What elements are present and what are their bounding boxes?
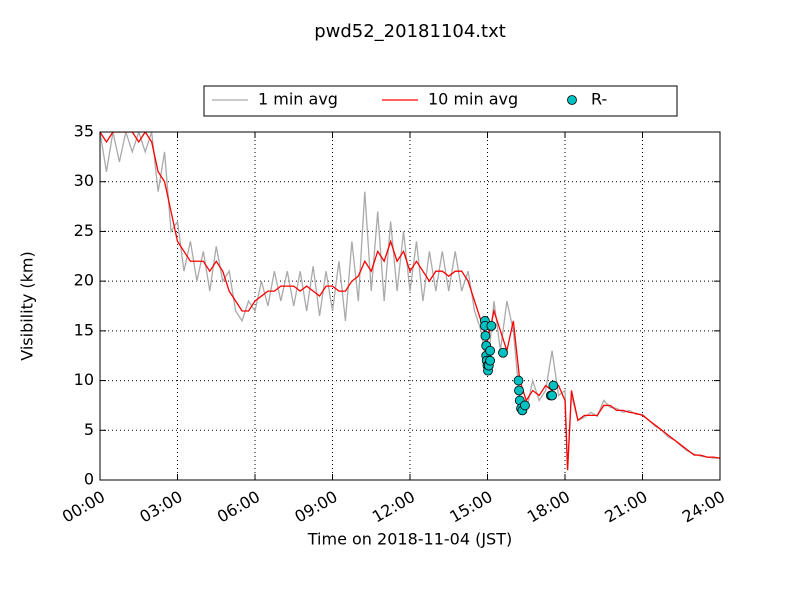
scatter-point [520,400,530,411]
scatter-point [485,345,495,356]
legend-label: 1 min avg [258,90,338,109]
scatter-point [498,347,508,358]
legend-label: 10 min avg [428,90,518,109]
y-axis-label: Visibility (km) [18,251,37,360]
y-tick-label: 0 [84,470,94,489]
y-tick-label: 30 [74,171,94,190]
legend: 1 min avg 10 min avg R- [203,85,678,117]
legend-label: R- [591,90,607,109]
plot-area [100,132,720,471]
chart-title: pwd52_20181104.txt [314,21,506,42]
scatter-point [485,355,495,366]
y-tick-label: 25 [74,221,94,240]
x-axis-label: Time on 2018-11-04 (JST) [307,530,512,549]
scatter-point [480,330,491,341]
y-tick-label: 5 [84,420,94,439]
legend-marker [567,95,577,105]
scatter-point [486,320,497,331]
scatter-point [514,385,524,396]
scatter-point [548,380,559,391]
y-tick-label: 15 [74,320,94,339]
legend-box [203,85,678,117]
scatter-point [513,375,524,386]
y-tick-label: 35 [74,122,94,141]
series-line [100,132,720,471]
y-tick-label: 10 [74,370,94,389]
scatter-point [547,390,557,401]
y-tick-label: 20 [74,271,94,290]
